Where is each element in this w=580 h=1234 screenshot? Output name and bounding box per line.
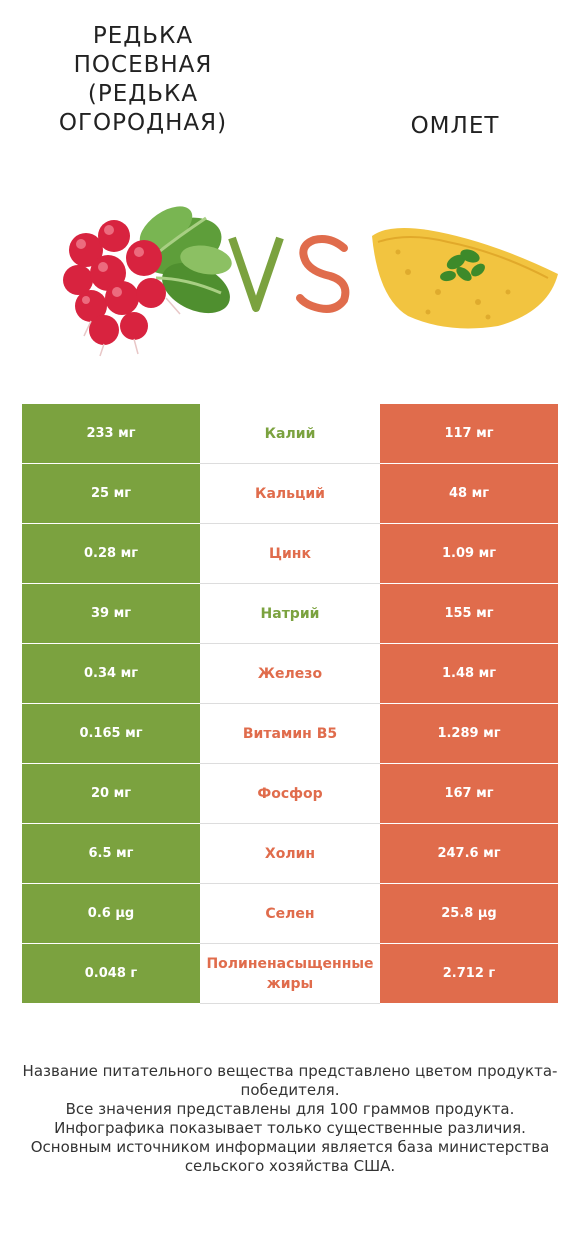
left-value: 0.165 мг <box>22 704 200 764</box>
right-value: 117 мг <box>380 404 558 464</box>
right-value: 25.8 µg <box>380 884 558 944</box>
left-value: 0.6 µg <box>22 884 200 944</box>
nutrient-name: Полиненасыщенные жиры <box>200 944 380 1004</box>
table-row: 6.5 мг Холин 247.6 мг <box>22 824 558 884</box>
nutrient-label: Фосфор <box>257 785 323 802</box>
radish-bunch-image <box>63 206 232 357</box>
left-value: 0.28 мг <box>22 524 200 584</box>
nutrient-label: Холин <box>264 845 316 862</box>
table-row: 39 мг Натрий 155 мг <box>22 584 558 644</box>
nutrient-label: Полиненасыщенные жиры <box>206 955 374 992</box>
nutrient-name: Кальций <box>200 464 380 524</box>
left-value: 6.5 мг <box>22 824 200 884</box>
nutrient-name: Фосфор <box>200 764 380 824</box>
nutrient-name: Калий <box>200 404 380 464</box>
right-value: 1.289 мг <box>380 704 558 764</box>
table-row: 20 мг Фосфор 167 мг <box>22 764 558 824</box>
footnote: Название питательного вещества представл… <box>20 1062 560 1176</box>
nutrient-name: Натрий <box>200 584 380 644</box>
left-value: 25 мг <box>22 464 200 524</box>
footnote-line: Название питательного вещества представл… <box>22 1062 558 1099</box>
table-row: 0.28 мг Цинк 1.09 мг <box>22 524 558 584</box>
vs-label <box>228 235 350 313</box>
right-value: 2.712 г <box>380 944 558 1004</box>
nutrient-name: Цинк <box>200 524 380 584</box>
nutrient-label: Железо <box>257 665 323 682</box>
right-product-title: Омлет <box>410 113 500 139</box>
right-value: 1.48 мг <box>380 644 558 704</box>
right-value: 247.6 мг <box>380 824 558 884</box>
table-row: 0.6 µg Селен 25.8 µg <box>22 884 558 944</box>
nutrient-label: Селен <box>265 905 315 922</box>
table-row: 0.165 мг Витамин B5 1.289 мг <box>22 704 558 764</box>
right-value: 1.09 мг <box>380 524 558 584</box>
table-row: 233 мг Калий 117 мг <box>22 404 558 464</box>
nutrient-name: Железо <box>200 644 380 704</box>
nutrient-label: Цинк <box>269 545 311 562</box>
left-value: 233 мг <box>22 404 200 464</box>
footnote-line: Основным источником информации является … <box>30 1138 550 1175</box>
nutrient-label: Калий <box>264 425 316 442</box>
nutrient-name: Селен <box>200 884 380 944</box>
nutrient-label: Натрий <box>260 605 320 622</box>
table-row: 0.34 мг Железо 1.48 мг <box>22 644 558 704</box>
right-value: 48 мг <box>380 464 558 524</box>
table-row: 0.048 г Полиненасыщенные жиры 2.712 г <box>22 944 558 1004</box>
left-value: 39 мг <box>22 584 200 644</box>
nutrient-label: Витамин B5 <box>242 725 338 742</box>
nutrient-name: Холин <box>200 824 380 884</box>
footnote-line: Инфографика показывает только существенн… <box>54 1119 526 1137</box>
nutrient-name: Витамин B5 <box>200 704 380 764</box>
right-value: 167 мг <box>380 764 558 824</box>
footnote-line: Все значения представлены для 100 граммо… <box>65 1100 515 1118</box>
nutrient-label: Кальций <box>255 485 325 502</box>
right-value: 155 мг <box>380 584 558 644</box>
omelette-image <box>372 228 558 329</box>
left-product-title: Редька посевная (Редька огородная) <box>58 23 228 136</box>
nutrient-comparison-table: 233 мг Калий 117 мг 25 мг Кальций 48 мг 0.28 м… <box>22 404 558 1004</box>
left-value: 0.048 г <box>22 944 200 1004</box>
left-value: 0.34 мг <box>22 644 200 704</box>
table-row: 25 мг Кальций 48 мг <box>22 464 558 524</box>
left-value: 20 мг <box>22 764 200 824</box>
